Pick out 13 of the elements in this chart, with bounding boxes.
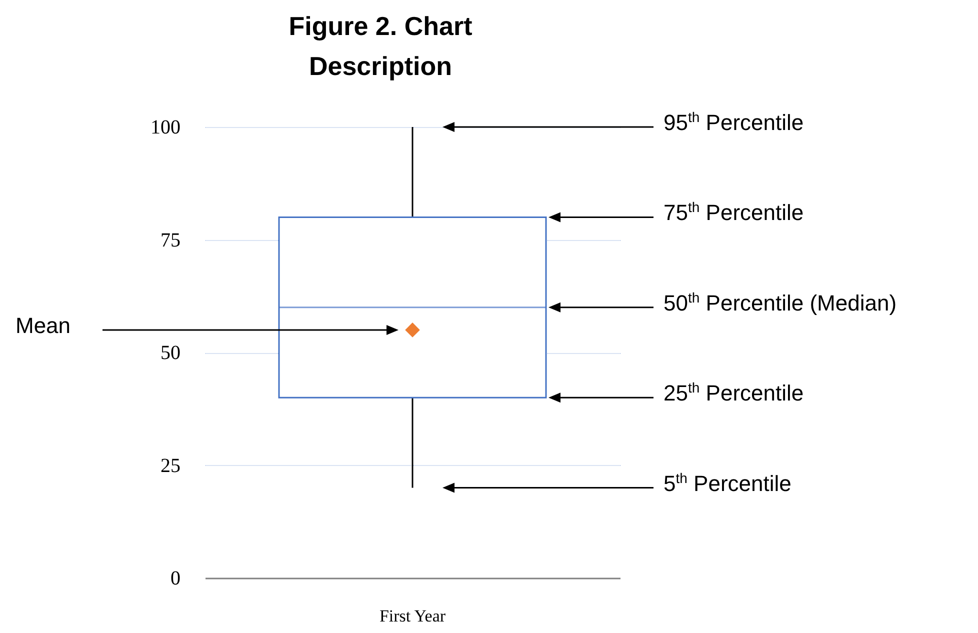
text: Mean [16, 312, 71, 338]
text: 25$^{th}$ Percentile [664, 380, 804, 406]
y-tick-label: 25 [160, 454, 180, 477]
text: 50$^{th}$ Percentile (Median) [664, 289, 897, 316]
x-tick-label: First Year [379, 606, 446, 626]
y-tick-label: 50 [160, 342, 180, 364]
chart-title: Figure 2. Chart Description [288, 11, 473, 81]
text: 5$^{th}$ Percentile [664, 470, 792, 496]
y-tick-label: 75 [160, 229, 180, 252]
y-tick-label: 100 [150, 116, 180, 138]
y-tick-label: 0 [170, 568, 180, 590]
text: 75$^{th}$ Percentile [664, 199, 804, 226]
text: 95$^{th}$ Percentile [664, 109, 804, 135]
